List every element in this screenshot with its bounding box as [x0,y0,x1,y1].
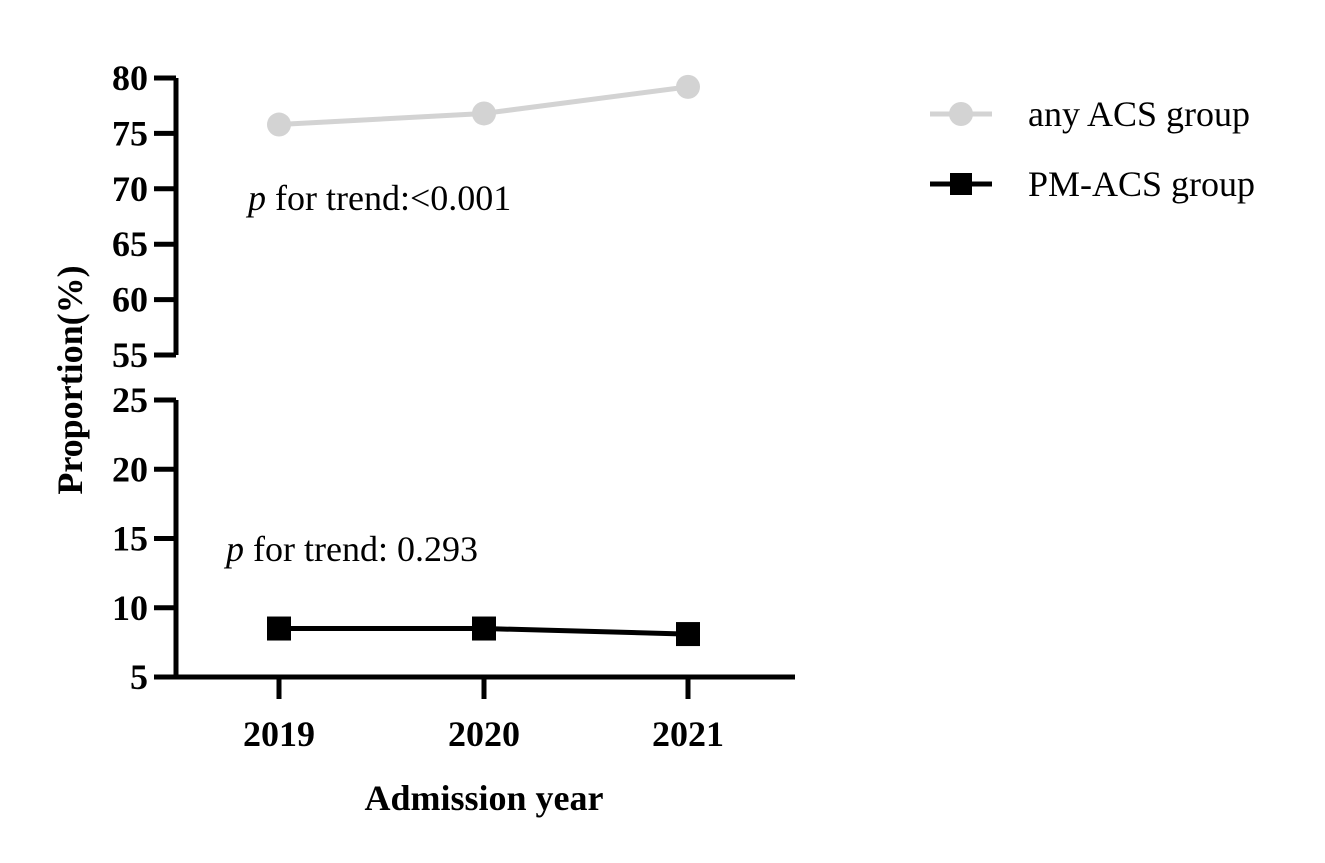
y-lower-tick-label-25: 25 [112,380,148,420]
x-axis-title: Admission year [364,778,603,818]
legend-swatch-marker-any-acs [949,102,973,126]
x-tick-label-2019: 2019 [243,714,315,754]
y-upper-tick-label-75: 75 [112,113,148,153]
legend-item-pm-acs: PM-ACS group [930,164,1255,204]
annotation-lower-text: for trend: 0.293 [244,529,478,569]
axes [154,78,795,680]
ticks: 55 60 65 70 75 80 5 10 15 20 25 2019 2020 2021 [112,58,724,754]
point-any-acs-group-2019 [267,112,291,137]
y-axis-title: Proportion(%) [50,265,90,494]
series-pm-acs-group [267,616,700,647]
x-tick-label-2021: 2021 [652,714,724,754]
y-upper-tick-label-70: 70 [112,169,148,209]
annotation-lower-p: p [223,529,244,569]
annotation-upper-text: for trend:<0.001 [266,178,511,218]
point-pm-acs-group-2019 [267,616,291,641]
annotation-lower-trend: p for trend: 0.293 [223,529,478,569]
annotation-upper-p: p [245,178,266,218]
series-any-acs-group [267,74,700,137]
legend-item-any-acs: any ACS group [930,94,1250,134]
legend-label-pm-acs: PM-ACS group [1028,164,1255,204]
y-upper-tick-label-55: 55 [112,335,148,375]
x-tick-label-2020: 2020 [448,714,520,754]
y-upper-tick-label-60: 60 [112,280,148,320]
y-lower-tick-label-15: 15 [112,519,148,559]
series-layer [267,74,700,647]
annotation-upper-trend: p for trend:<0.001 [245,178,511,218]
y-upper-tick-label-80: 80 [112,58,148,98]
point-any-acs-group-2021 [676,74,700,99]
legend: any ACS group PM-ACS group [930,94,1255,204]
legend-swatch-marker-pm-acs [950,173,972,195]
y-lower-tick-label-5: 5 [130,657,148,697]
y-lower-tick-label-10: 10 [112,588,148,628]
y-lower-tick-label-20: 20 [112,449,148,489]
point-any-acs-group-2020 [472,101,496,126]
y-upper-tick-label-65: 65 [112,224,148,264]
point-pm-acs-group-2021 [676,622,700,647]
legend-label-any-acs: any ACS group [1028,94,1250,134]
point-pm-acs-group-2020 [472,616,496,641]
